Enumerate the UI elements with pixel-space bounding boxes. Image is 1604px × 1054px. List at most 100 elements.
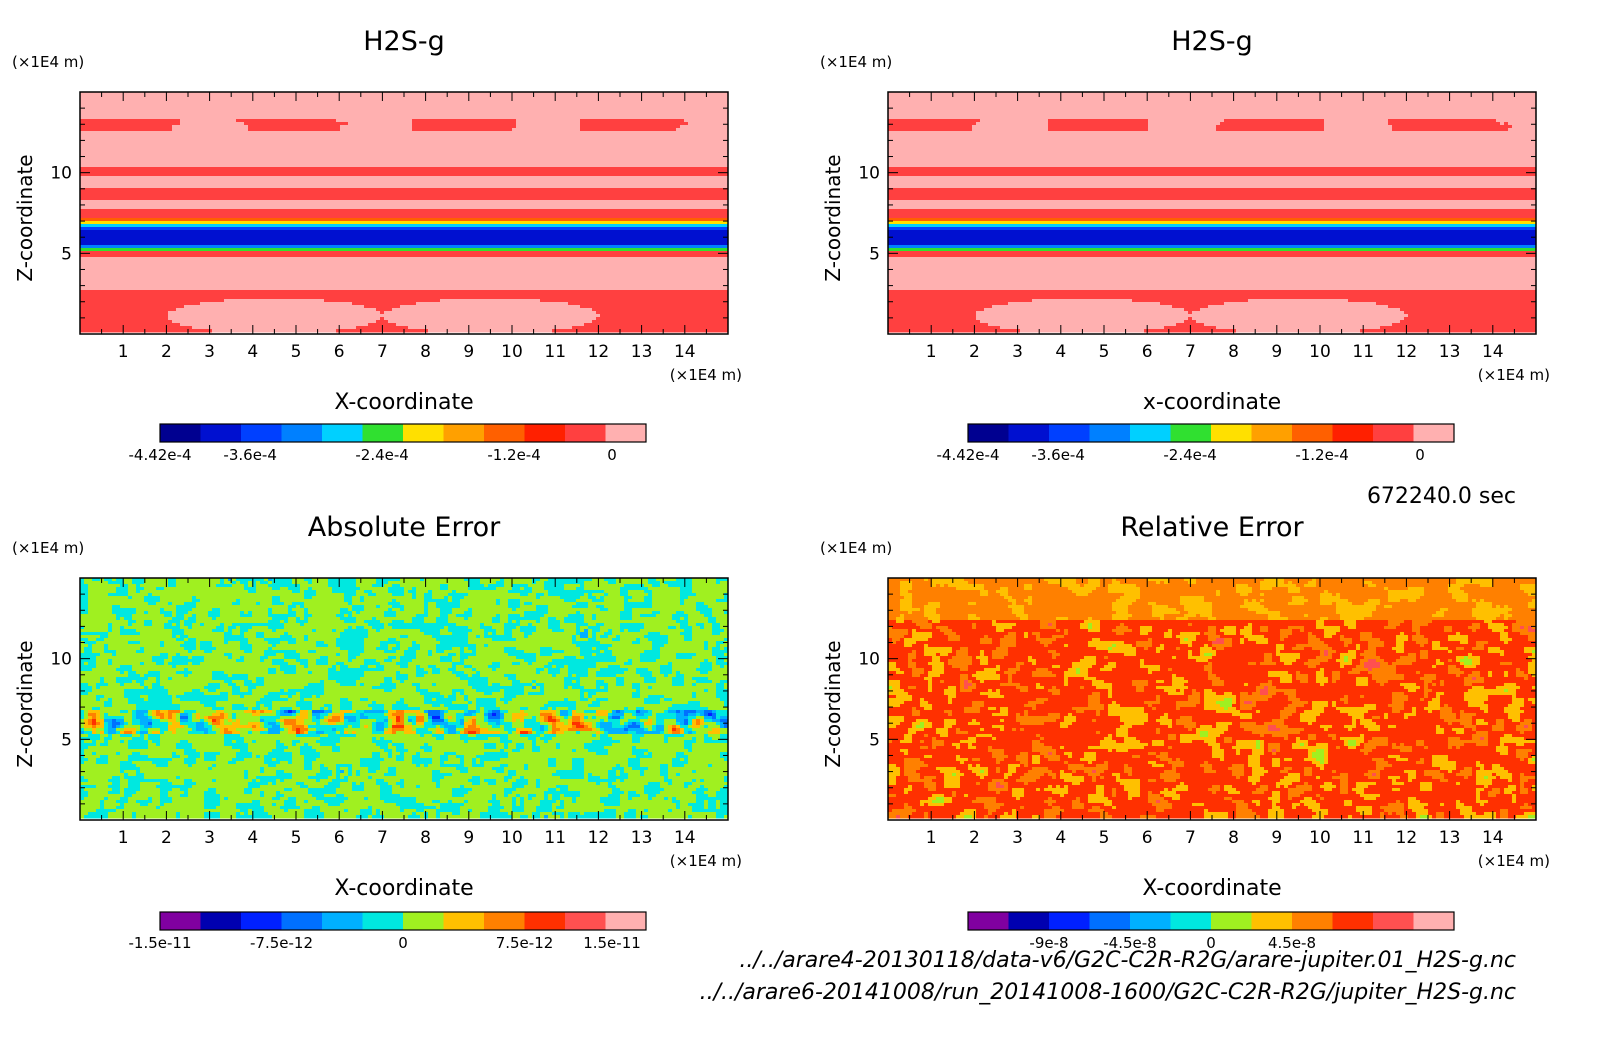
- colorbar-swatch: [968, 912, 1009, 930]
- colorbar-swatch: [565, 912, 606, 930]
- x-tick-label: 13: [1439, 828, 1461, 848]
- colorbar-label: -1.2e-4: [1295, 446, 1348, 464]
- colorbar-swatch: [1049, 912, 1090, 930]
- x-tick-label: 11: [544, 828, 566, 848]
- x-tick-label: 6: [1142, 828, 1153, 848]
- colorbar-label: 7.5e-12: [496, 934, 554, 952]
- x-tick-label: 6: [334, 342, 345, 362]
- colorbar-swatch: [524, 912, 566, 930]
- colorbar-swatch: [1130, 912, 1171, 930]
- field-cells: [888, 578, 1537, 819]
- colorbar-swatch: [281, 424, 323, 442]
- x-tick-label: 1: [926, 828, 937, 848]
- x-tick-label: 2: [161, 342, 172, 362]
- y-unit-label: (×1E4 m): [12, 53, 84, 71]
- colorbar-swatch: [484, 912, 525, 930]
- x-tick-label: 7: [377, 342, 388, 362]
- colorbar-swatch: [200, 424, 242, 442]
- colorbar-swatch: [565, 424, 606, 442]
- x-tick-label: 8: [420, 828, 431, 848]
- x-tick-label: 4: [1055, 828, 1066, 848]
- x-tick-label: 7: [1185, 342, 1196, 362]
- colorbar-swatch: [241, 424, 282, 442]
- chart-panel-3: Absolute Error(×1E4 m)1 2 3 4 5 6 7 8 9 10 11 12 13 1…: [12, 512, 742, 952]
- colorbar-frame: [159, 911, 647, 931]
- colorbar: -9e-8 -4.5e-8 0 4.5e-8: [967, 911, 1455, 952]
- colorbar-label: 0: [1206, 934, 1216, 952]
- x-tick-label: 5: [291, 342, 302, 362]
- timestamp-label: 672240.0 sec: [1366, 484, 1516, 509]
- colorbar: -4.42e-4 -3.6e-4 -2.4e-4 -1.2e-4 0: [129, 423, 647, 464]
- x-tick-label: 11: [1352, 342, 1374, 362]
- y-tick-label: 5: [61, 730, 72, 750]
- chart-title: Relative Error: [1120, 512, 1304, 543]
- colorbar-swatch: [1332, 424, 1374, 442]
- x-tick-label: 11: [544, 342, 566, 362]
- y-unit-label: (×1E4 m): [820, 53, 892, 71]
- y-tick-label: 5: [61, 244, 72, 264]
- x-tick-label: 4: [1055, 342, 1066, 362]
- colorbar-swatch: [1170, 424, 1212, 442]
- x-tick-label: 9: [1271, 342, 1282, 362]
- colorbar-label: 0: [1415, 446, 1425, 464]
- x-tick-label: 1: [118, 342, 129, 362]
- x-tick-label: 10: [1309, 828, 1331, 848]
- colorbar-swatch: [1008, 424, 1050, 442]
- footer-path-2: ../../arare6-20141008/run_20141008-1600/…: [699, 980, 1516, 1005]
- x-tick-label: 7: [377, 828, 388, 848]
- x-tick-label: 14: [674, 828, 696, 848]
- x-tick-label: 14: [1482, 342, 1504, 362]
- y-axis-label: Z-coordinate: [821, 154, 845, 281]
- x-tick-label: 14: [1482, 828, 1504, 848]
- colorbar-label: -4.42e-4: [937, 446, 1000, 464]
- colorbar-swatch: [403, 424, 444, 442]
- colorbar-label: 0: [607, 446, 617, 464]
- y-tick-label: 5: [869, 730, 880, 750]
- colorbar-label: -2.4e-4: [355, 446, 408, 464]
- colorbar-label: -9e-8: [1029, 934, 1068, 952]
- colorbar-label: 1.5e-11: [583, 934, 641, 952]
- x-tick-label: 6: [1142, 342, 1153, 362]
- colorbar-swatch: [1413, 424, 1455, 442]
- x-tick-label: 5: [291, 828, 302, 848]
- y-tick-label: 10: [50, 650, 72, 670]
- x-tick-label: 1: [118, 828, 129, 848]
- colorbar-swatch: [160, 912, 201, 930]
- x-tick-label: 11: [1352, 828, 1374, 848]
- colorbar-frame: [159, 423, 647, 443]
- x-tick-label: 13: [631, 828, 653, 848]
- colorbar-swatch: [1332, 912, 1374, 930]
- x-tick-label: 12: [588, 342, 610, 362]
- x-tick-label: 4: [247, 828, 258, 848]
- x-tick-label: 12: [1396, 828, 1418, 848]
- colorbar-swatch: [443, 912, 485, 930]
- colorbar-swatch: [1373, 912, 1414, 930]
- x-tick-label: 10: [501, 828, 523, 848]
- colorbar-swatch: [160, 424, 201, 442]
- colorbar-swatch: [1251, 912, 1293, 930]
- x-tick-label: 5: [1099, 342, 1110, 362]
- colorbar-swatch: [524, 424, 566, 442]
- colorbar-swatch: [1049, 424, 1090, 442]
- colorbar-label: -2.4e-4: [1163, 446, 1216, 464]
- y-axis-label: Z-coordinate: [13, 154, 37, 281]
- colorbar-swatch: [362, 912, 404, 930]
- colorbar-swatch: [322, 424, 363, 442]
- colorbar-label: -1.2e-4: [487, 446, 540, 464]
- colorbar-label: 0: [398, 934, 408, 952]
- field-cells: [888, 92, 1537, 333]
- colorbar-label: -1.5e-11: [129, 934, 192, 952]
- y-tick-label: 10: [858, 164, 880, 184]
- colorbar-swatch: [1292, 424, 1333, 442]
- colorbar-swatch: [1373, 424, 1414, 442]
- colorbar-swatch: [1292, 912, 1333, 930]
- x-tick-label: 7: [1185, 828, 1196, 848]
- colorbar-swatch: [1251, 424, 1293, 442]
- x-tick-label: 10: [1309, 342, 1331, 362]
- colorbar-label: 4.5e-8: [1268, 934, 1316, 952]
- colorbar-frame: [967, 423, 1455, 443]
- chart-title: H2S-g: [363, 26, 445, 57]
- y-axis-label: Z-coordinate: [13, 640, 37, 767]
- colorbar-swatch: [1008, 912, 1050, 930]
- colorbar-swatch: [362, 424, 404, 442]
